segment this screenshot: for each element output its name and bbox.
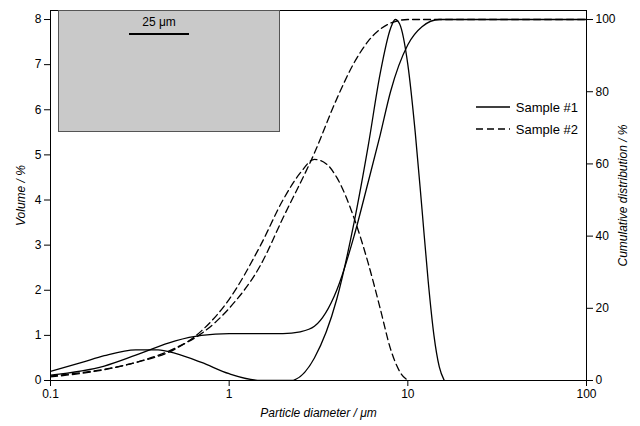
svg-text:10: 10: [401, 387, 415, 401]
svg-text:0: 0: [596, 373, 603, 387]
svg-text:100: 100: [576, 387, 596, 401]
html-text:Sample #1: Sample #1: [515, 99, 578, 115]
svg-text:40: 40: [596, 229, 610, 243]
svg-text:20: 20: [596, 301, 610, 315]
svg-text:0.1: 0.1: [42, 387, 59, 401]
svg-text:1: 1: [226, 387, 233, 401]
svg-text:8: 8: [35, 12, 42, 26]
svg-text:6: 6: [35, 103, 42, 117]
svg-text:Particle diameter / μm: Particle diameter / μm: [260, 406, 377, 420]
svg-text:2: 2: [35, 283, 42, 297]
svg-text:1: 1: [35, 328, 42, 342]
svg-text:Cumulative distribution / %: Cumulative distribution / %: [616, 124, 630, 266]
svg-text:60: 60: [596, 157, 610, 171]
html-text:25 μm: 25 μm: [142, 15, 176, 29]
svg-text:3: 3: [35, 238, 42, 252]
svg-text:100: 100: [596, 12, 616, 26]
svg-text:0: 0: [35, 373, 42, 387]
svg-text:7: 7: [35, 57, 42, 71]
svg-text:4: 4: [35, 193, 42, 207]
html-text:Sample #2: Sample #2: [515, 121, 578, 137]
svg-text:Volume / %: Volume / %: [14, 165, 28, 226]
svg-text:80: 80: [596, 85, 610, 99]
svg-text:5: 5: [35, 148, 42, 162]
